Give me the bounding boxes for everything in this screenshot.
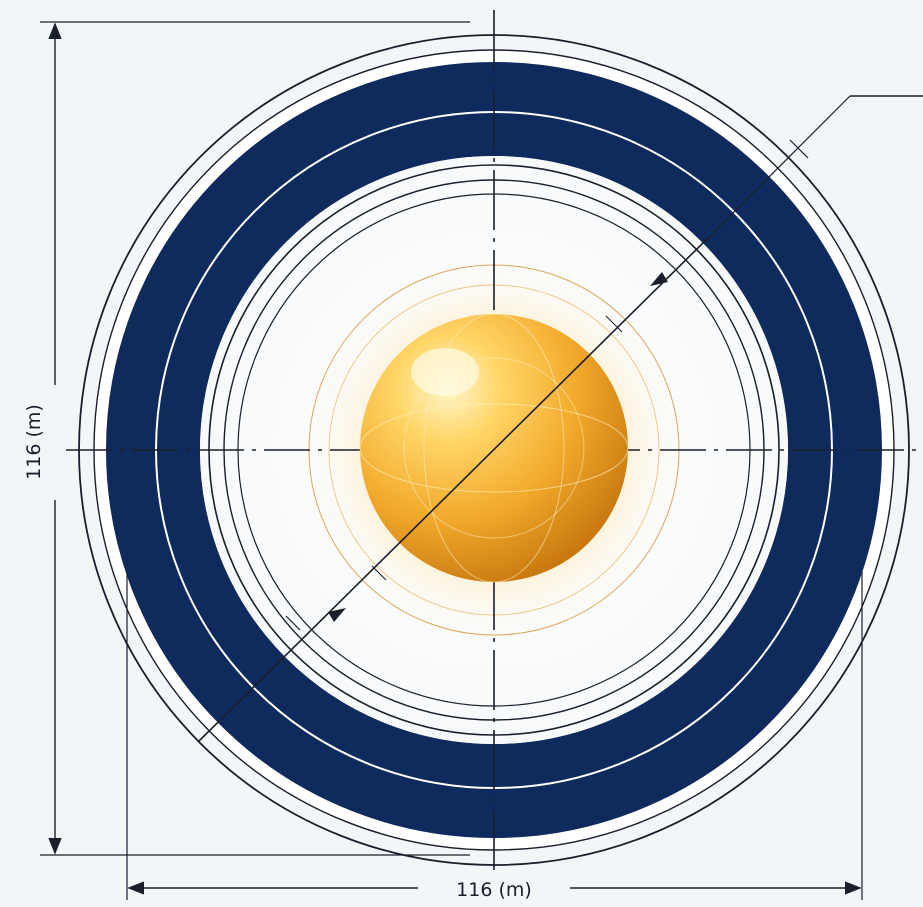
sphere-meridian-1 [359, 403, 629, 493]
sphere-highlight [411, 348, 479, 396]
diagonal-arrow-upper [650, 272, 668, 286]
diagonal-tick-1 [789, 139, 809, 159]
horizontal-dimension-label: 116 (m) [456, 879, 532, 901]
sphere-inner-circle [403, 357, 585, 539]
diagonal-arrow-lower [328, 608, 346, 622]
diagonal-tick-2 [285, 615, 301, 631]
diagonal-axis-line [197, 237, 709, 743]
sphere-meridian-2 [423, 313, 565, 583]
vertical-dimension-label: 116 (m) [23, 404, 45, 480]
diagonal-leader-line [707, 95, 851, 239]
diagonal-tick-4 [371, 565, 387, 581]
diagonal-tick-3 [605, 315, 623, 333]
